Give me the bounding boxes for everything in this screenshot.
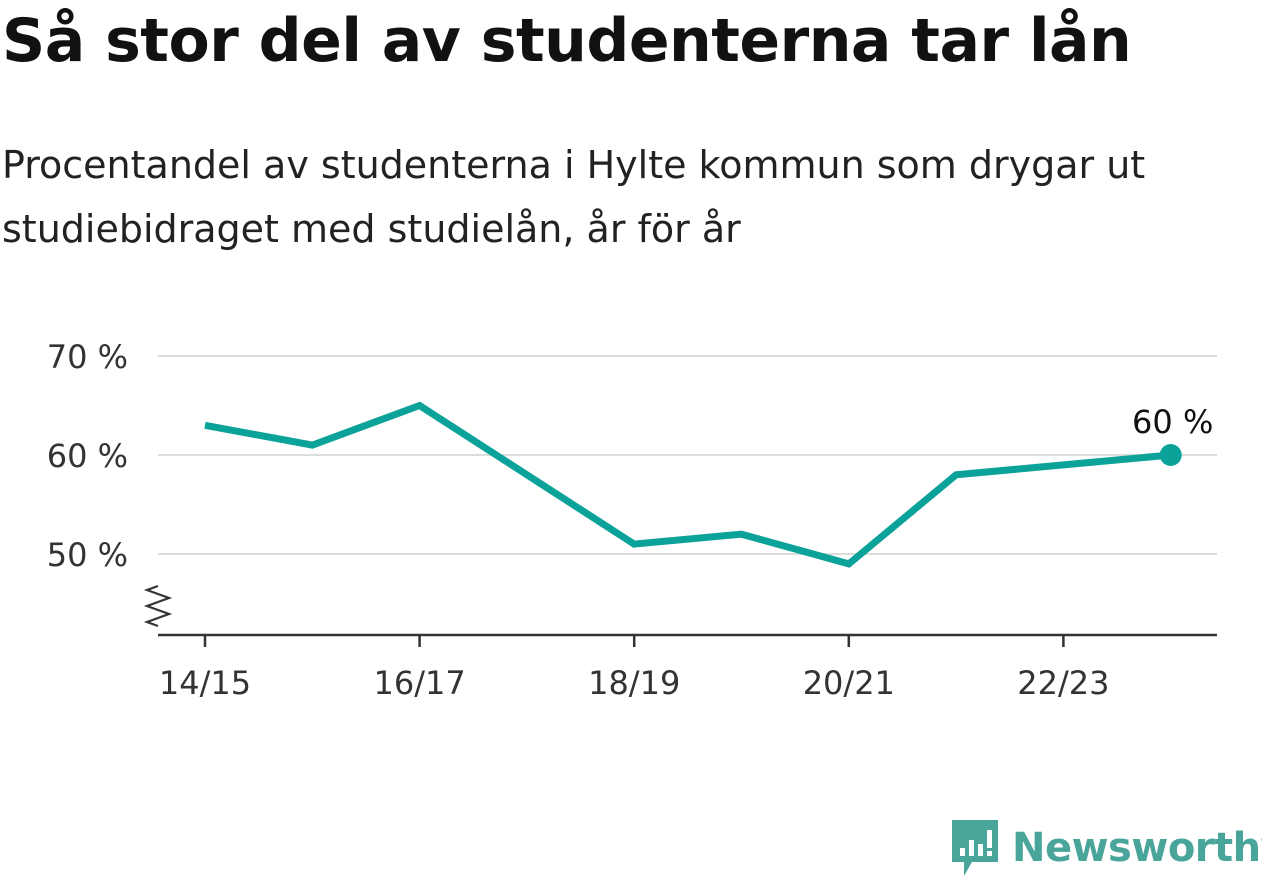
- newsworthy-logo-icon: [952, 820, 998, 876]
- brand-logo: Newsworthy: [950, 818, 1262, 878]
- end-value-label: 60 %: [1132, 403, 1213, 441]
- axis-break-icon: [143, 584, 173, 628]
- x-tick-label: 14/15: [159, 664, 251, 702]
- chart-subtitle: Procentandel av studenterna i Hylte komm…: [2, 143, 1146, 251]
- y-tick-label-60: 60 %: [47, 437, 128, 475]
- x-tick-label: 16/17: [373, 664, 465, 702]
- chart-title: Så stor del av studenterna tar lån: [2, 6, 1132, 76]
- y-tick-label-70: 70 %: [47, 338, 128, 376]
- series-line: [204, 401, 1172, 568]
- brand-name: Newsworthy: [1012, 825, 1262, 871]
- end-point-marker: [1159, 444, 1182, 466]
- x-tick-label: 22/23: [1017, 664, 1109, 702]
- x-tick-label: 20/21: [803, 664, 895, 702]
- x-tick-label: 18/19: [588, 664, 680, 702]
- y-tick-label-50: 50 %: [47, 536, 128, 574]
